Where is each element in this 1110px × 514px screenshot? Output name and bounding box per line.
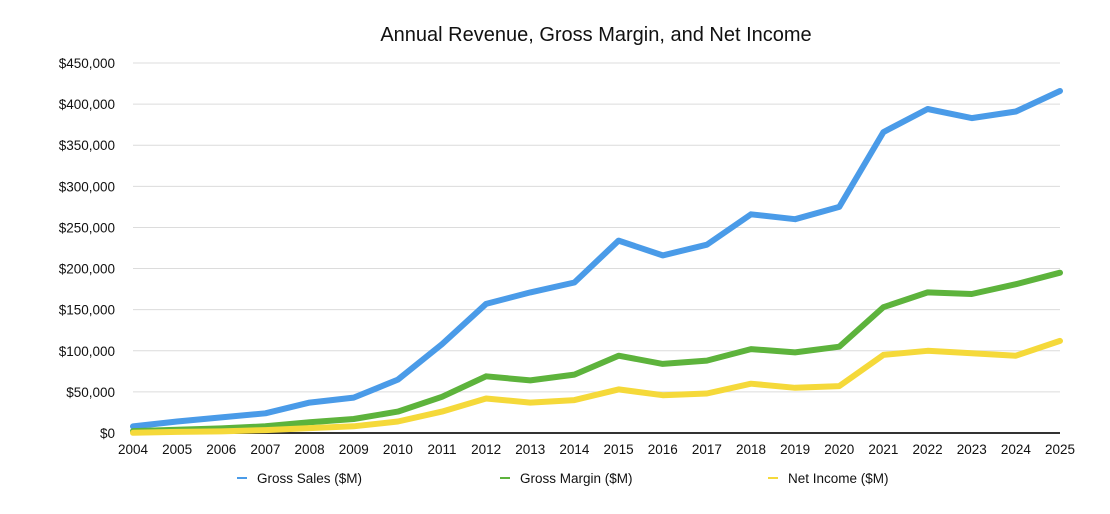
legend-label: Net Income ($M) — [788, 471, 889, 486]
x-axis-ticks: 2004 2005 2006 2007 2008 2009 2010 2011 2012 2013… — [118, 442, 1075, 457]
x-tick-label: 2017 — [692, 442, 722, 457]
series-line-1 — [130, 88, 1063, 430]
x-tick-label: 2023 — [957, 442, 987, 457]
x-tick-label: 2022 — [913, 442, 943, 457]
x-tick-label: 2008 — [295, 442, 325, 457]
y-axis-ticks: $0 $50,000 $100,000 $150,000 $200,000 $250,00… — [59, 56, 115, 441]
x-tick-label: 2025 — [1045, 442, 1075, 457]
series-lines — [130, 88, 1063, 436]
x-tick-label: 2021 — [868, 442, 898, 457]
x-tick-label: 2006 — [206, 442, 236, 457]
x-tick-label: 2004 — [118, 442, 149, 457]
x-tick-label: 2009 — [339, 442, 369, 457]
chart-title: Annual Revenue, Gross Margin, and Net In… — [380, 24, 811, 46]
y-tick-label: $300,000 — [59, 179, 115, 194]
series-line-2 — [130, 269, 1063, 435]
legend-item: Gross Sales ($M) — [237, 471, 362, 486]
x-tick-label: 2018 — [736, 442, 766, 457]
gridlines — [133, 62, 1060, 393]
y-tick-label: $0 — [100, 426, 115, 441]
legend-label: Gross Margin ($M) — [520, 471, 633, 486]
x-tick-label: 2012 — [471, 442, 501, 457]
x-tick-label: 2015 — [604, 442, 634, 457]
y-tick-label: $250,000 — [59, 220, 115, 235]
x-tick-label: 2019 — [780, 442, 810, 457]
x-tick-label: 2010 — [383, 442, 413, 457]
x-tick-label: 2013 — [515, 442, 545, 457]
x-tick-label: 2014 — [559, 442, 590, 457]
y-tick-label: $400,000 — [59, 97, 115, 112]
x-tick-label: 2007 — [250, 442, 280, 457]
x-tick-label: 2016 — [648, 442, 678, 457]
legend-item: Gross Margin ($M) — [500, 471, 633, 486]
x-tick-label: 2011 — [427, 442, 456, 457]
y-tick-label: $50,000 — [66, 385, 115, 400]
legend: Gross Sales ($M) Gross Margin ($M) Net Inc… — [237, 471, 889, 486]
y-tick-label: $350,000 — [59, 138, 115, 153]
y-tick-label: $200,000 — [59, 262, 115, 277]
legend-label: Gross Sales ($M) — [257, 471, 362, 486]
y-tick-label: $150,000 — [59, 303, 115, 318]
x-tick-label: 2024 — [1001, 442, 1032, 457]
series-line-3 — [130, 337, 1063, 436]
y-tick-label: $450,000 — [59, 56, 115, 71]
y-tick-label: $100,000 — [59, 344, 115, 359]
x-tick-label: 2020 — [824, 442, 854, 457]
legend-item: Net Income ($M) — [768, 471, 889, 486]
x-tick-label: 2005 — [162, 442, 192, 457]
